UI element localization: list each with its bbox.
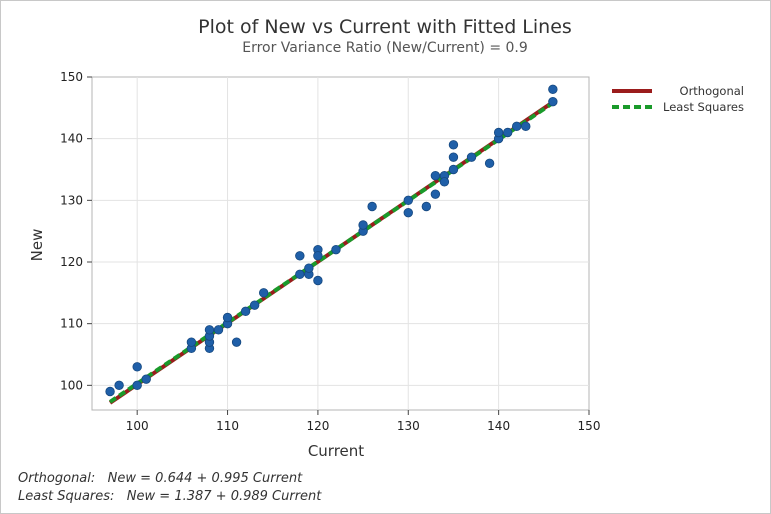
y-tick-label: 120 — [60, 255, 83, 269]
legend: Orthogonal Least Squares — [612, 84, 744, 114]
data-point — [521, 121, 531, 132]
legend-orthogonal-label: Orthogonal — [680, 84, 744, 98]
data-points — [105, 84, 558, 397]
data-point — [493, 127, 504, 138]
data-point — [132, 362, 142, 372]
data-point — [331, 244, 341, 255]
data-point — [512, 121, 522, 132]
y-tick-label: 130 — [60, 193, 83, 207]
orthogonal-equation: Orthogonal: New = 0.644 + 0.995 Current — [18, 471, 303, 486]
data-point — [430, 170, 441, 181]
data-point — [105, 386, 115, 397]
data-point — [439, 177, 450, 187]
data-point — [213, 325, 224, 335]
data-point — [313, 251, 323, 261]
x-tick-label: 110 — [216, 419, 239, 433]
y-tick-label: 140 — [60, 132, 83, 146]
least-squares-equation: Least Squares: New = 1.387 + 0.989 Curre… — [18, 489, 322, 504]
legend-least-squares-label: Least Squares — [663, 100, 744, 114]
data-point — [141, 374, 151, 384]
x-tick-label: 130 — [397, 419, 420, 433]
data-point — [466, 152, 477, 162]
chart-title: Plot of New vs Current with Fitted Lines — [198, 16, 572, 38]
data-point — [231, 337, 242, 347]
y-axis-label: New — [28, 229, 46, 262]
data-point — [222, 312, 233, 323]
data-point — [258, 288, 269, 298]
data-point — [403, 195, 413, 206]
x-tick-label: 100 — [126, 419, 149, 433]
y-tick-label: 100 — [60, 378, 83, 392]
data-point — [313, 275, 323, 286]
data-point — [204, 325, 215, 335]
data-point — [421, 201, 432, 212]
data-point — [548, 96, 558, 107]
data-point — [448, 152, 459, 162]
x-tick-label: 150 — [578, 419, 601, 433]
y-tick-label: 150 — [60, 70, 83, 84]
data-point — [367, 201, 377, 212]
x-axis-ticks: 100 110 120 130 140 150 — [126, 410, 601, 433]
data-point — [132, 380, 142, 391]
fitted-lines — [108, 100, 554, 405]
x-tick-label: 140 — [487, 419, 510, 433]
data-point — [186, 337, 197, 347]
data-point — [448, 140, 459, 150]
chart-subtitle: Error Variance Ratio (New/Current) = 0.9 — [242, 40, 528, 56]
x-axis-label: Current — [308, 442, 364, 460]
data-point — [240, 306, 251, 317]
data-point — [304, 263, 314, 273]
y-axis-ticks: 100 110 120 130 140 150 — [60, 70, 92, 392]
data-point — [448, 164, 459, 175]
data-point — [249, 300, 260, 310]
least-squares-fit-line — [108, 101, 554, 404]
data-point — [484, 158, 495, 169]
data-point — [295, 269, 305, 280]
x-tick-label: 120 — [306, 419, 329, 433]
data-point — [430, 189, 441, 199]
y-tick-label: 110 — [60, 317, 83, 331]
data-point — [548, 84, 558, 95]
data-point — [295, 251, 305, 261]
data-point — [502, 127, 513, 138]
data-point — [358, 220, 368, 230]
data-point — [403, 207, 413, 218]
data-point — [114, 380, 124, 391]
